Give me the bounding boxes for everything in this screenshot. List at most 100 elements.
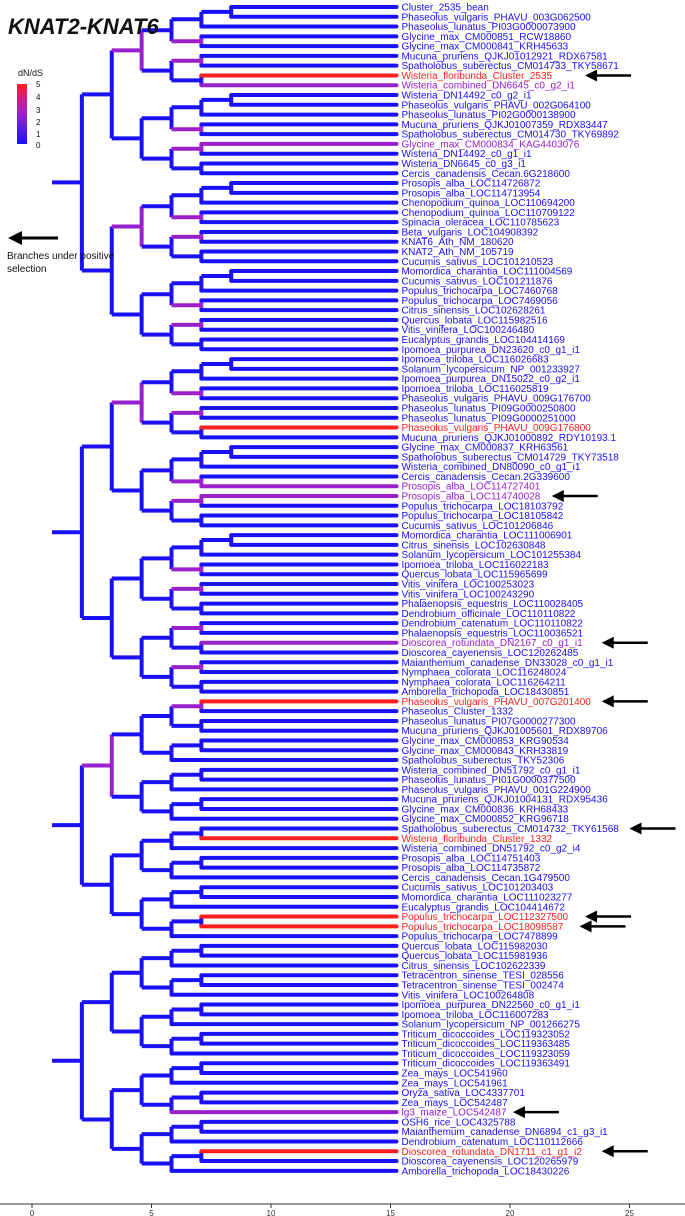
tip-label: Populus_trichocarpa_LOC18103792 (401, 501, 563, 512)
tip-label: Glycine_max_CM000834_KAG4403076 (401, 139, 579, 150)
tip-label: Mucuna_pruriens_QJKJ01012921_RDX67581 (401, 51, 608, 62)
tip-label: Cluster_2535_bean (401, 3, 488, 14)
tip-label: Wisteria_combined_DN6645_c0_g2_i1 (401, 81, 575, 92)
tip-label: Cucumis_sativus_LOC101203403 (401, 883, 553, 894)
selection-arrow-head (601, 695, 614, 708)
tip-label: Spatholobus_suberectus_TKY52306 (401, 756, 564, 767)
tip-label: Phaseolus_vulgaris_PHAVU_002G064100 (401, 100, 591, 111)
tip-label: Eucalyptus_grandis_LOC104414169 (401, 335, 565, 346)
tip-label: Quercus_lobata_LOC115965699 (401, 570, 547, 581)
tip-label: Spatholobus_suberectus_CM014729_TKY73518 (401, 452, 619, 463)
tip-label: Amborella_trichopoda_LOC18430851 (401, 687, 569, 698)
tip-label: Phaseolus_vulgaris_PHAVU_003G062500 (401, 12, 591, 23)
tip-label: Ipomoea_purpurea_DN23620_c0_g1_i1 (401, 345, 580, 356)
x-axis-tick-label: 20 (506, 1209, 515, 1216)
tip-label: Cercis_canadensis_Cecan.6G218600 (401, 169, 570, 180)
tip-label: Tetracentron_sinense_TESI_028556 (401, 971, 564, 982)
tip-label: Glycine_max_CM000841_KRH45633 (401, 42, 568, 53)
tip-label: Cercis_canadensis_Cecan.1G479500 (401, 873, 570, 884)
tip-label: Phaseolus_lunatus_PI02G0000138900 (401, 110, 575, 121)
tip-label: Wisteria_DN14492_c0_g2_i1 (401, 91, 532, 102)
tip-label: Wisteria_combined_DN51792_c0_g2_i4 (401, 844, 580, 855)
tip-label: Wisteria_floribunda_Cluster_2535 (401, 71, 552, 82)
tip-label: Prosopis_alba_LOC114740028 (401, 492, 540, 503)
tip-label: Mucuna_pruriens_QJKJ01007359_RDX83447 (401, 120, 608, 131)
legend-tick: 1 (36, 130, 41, 139)
tip-label: Cercis_canadensis_Cecan.2G339600 (401, 472, 570, 483)
tip-label: Wisteria_combined_DN51792_c0_g1_i1 (401, 765, 580, 776)
tip-label: Dioscorea_cayenensis_LOC120262485 (401, 648, 578, 659)
tip-label: Prosopis_alba_LOC114751403 (401, 853, 540, 864)
tip-label: Maianthemum_canadense_DN33028_c0_g1_i1 (401, 658, 613, 669)
dnds-color-scale (17, 84, 27, 144)
tip-label: Populus_trichocarpa_LOC18105842 (401, 511, 563, 522)
tip-label: Vitis_vinifera_LOC100264808 (401, 990, 534, 1001)
tip-label: Momordica_charantia_LOC111023277 (401, 892, 572, 903)
tip-label: Nymphaea_colorata_LOC116248024 (401, 668, 566, 679)
x-axis-tick-label: 25 (625, 1209, 634, 1216)
tip-label: Eucalyptus_grandis_LOC104414672 (401, 902, 565, 913)
tip-label: Wisteria_floribunda_Cluster_1332 (401, 834, 552, 845)
tip-label: KNAT2_Ath_NM_105719 (401, 247, 514, 258)
tip-label: Populus_trichocarpa_LOC7469056 (401, 296, 558, 307)
tip-label: Phaseolus_lunatus_PI03G0000073900 (401, 22, 575, 33)
tip-label: Solanum_lycopersicum_NP_001266275 (401, 1020, 580, 1031)
tip-label: Zea_mays_LOC542487 (401, 1098, 508, 1109)
selection-arrow-head (601, 636, 614, 649)
tip-label: Glycine_max_CM000843_KRH33819 (401, 746, 568, 757)
tip-label: Nymphaea_colorata_LOC116264211 (401, 677, 566, 688)
tip-label: Phaseolus_lunatus_PI09G0000250800 (401, 403, 575, 414)
tip-label: OSH6_rice_LOC4325788 (401, 1117, 515, 1128)
tip-label: Dioscorea_rotundata_DN1711_c1_g1_i2 (401, 1147, 582, 1158)
tip-label: Ipomoea_triloba_LOC116022183 (401, 560, 549, 571)
arrow-icon (8, 231, 58, 245)
tip-label: Glycine_max_CM000836_KRH68433 (401, 804, 568, 815)
tip-label: Dioscorea_rotundata_DN2167_c0_g1_i1 (401, 638, 583, 649)
tip-label: Dendrobium_officinale_LOC110110822 (401, 609, 575, 620)
tip-label: Cucumis_sativus_LOC101211876 (401, 276, 552, 287)
arrow-legend-label: Branches under positive selection (7, 251, 115, 275)
tip-label: Triticum_dicoccoides_LOC119363491 (401, 1059, 570, 1070)
legend-tick: 0 (36, 141, 41, 150)
tip-label: Momordica_charantia_LOC111006901 (401, 531, 572, 542)
tip-label: Citrus_sinensis_LOC102628261 (401, 306, 545, 317)
tip-label: Spatholobus_suberectus_CM014730_TKY69892 (401, 130, 619, 141)
tip-label: Chenopodium_quinoa_LOC110694200 (401, 198, 575, 209)
tip-label: Dendrobium_catenatum_LOC110110822 (401, 619, 583, 630)
tip-label: lg3_maize_LOC542487 (401, 1108, 507, 1119)
tip-label: Glycine_max_CM000837_KRH63561 (401, 443, 568, 454)
tip-label: Glycine_max_CM000851_RCW18860 (401, 32, 571, 43)
tip-label: Prosopis_alba_LOC114727401 (401, 482, 540, 493)
tip-label: Prosopis_alba_LOC114735872 (401, 863, 540, 874)
tip-label: Populus_trichocarpa_LOC112327500 (401, 912, 568, 923)
tip-label: Wisteria_DN14492_c0_g1_i1 (401, 149, 532, 160)
tip-label: Chenopodium_quinoa_LOC110709122 (401, 208, 575, 219)
legend-tick: 2 (36, 118, 41, 127)
tip-label: Citrus_sinensis_LOC102630848 (401, 540, 545, 551)
tip-label: Momordica_charantia_LOC111004569 (401, 267, 572, 278)
legend-tick: 4 (36, 93, 41, 102)
tip-label: Spatholobus_suberectus_CM014732_TKY61568 (401, 824, 619, 835)
tip-label: Ipomoea_purpurea_DN15022_c0_g2_i1 (401, 374, 580, 385)
tip-label: Wisteria_DN6645_c0_g3_i1 (401, 159, 526, 170)
tip-label: Prosopis_alba_LOC114713954 (401, 188, 540, 199)
tip-label: Prosopis_alba_LOC114726872 (401, 179, 540, 190)
tip-label: Beta_vulgaris_LOC104908392 (401, 227, 538, 238)
tip-label: Amborella_trichopoda_LOC18430226 (401, 1166, 569, 1177)
tip-label: Spatholobus_suberectus_CM014733_TKY58671 (401, 61, 619, 72)
tip-label: Glycine_max_CM000853_KRG90534 (401, 736, 569, 747)
tip-label: Phaseolus_lunatus_PI01G0000377500 (401, 775, 575, 786)
tip-label: Zea_mays_LOC541961 (401, 1078, 508, 1089)
tip-label: Vitis_vinifera_LOC100243290 (401, 589, 534, 600)
tip-label: Populus_trichocarpa_LOC7478899 (401, 932, 558, 943)
tip-label: Populus_trichocarpa_LOC18098587 (401, 922, 563, 933)
tip-label: Solanum_lycopersicum_LOC101255384 (401, 550, 581, 561)
tip-label: Ipomoea_triloba_LOC116025819 (401, 384, 549, 395)
tip-label: Phaseolus_lunatus_PI07G0000277300 (401, 716, 575, 727)
tip-label: Oryza_sativa_LOC4337701 (401, 1088, 525, 1099)
tip-label: Mucuna_pruriens_QJKJ01004131_RDX95436 (401, 795, 608, 806)
tip-label: Zea_mays_LOC541960 (401, 1069, 508, 1080)
tip-label: Phaseolus_Cluster_1332 (401, 707, 513, 718)
tip-label: Mucuna_pruriens_QJKJ01000892_RDY10193.1 (401, 433, 616, 444)
